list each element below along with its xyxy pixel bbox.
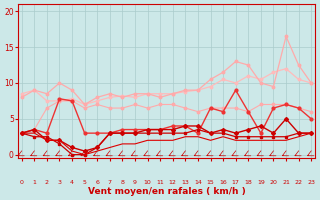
X-axis label: Vent moyen/en rafales ( km/h ): Vent moyen/en rafales ( km/h ) [88,187,245,196]
